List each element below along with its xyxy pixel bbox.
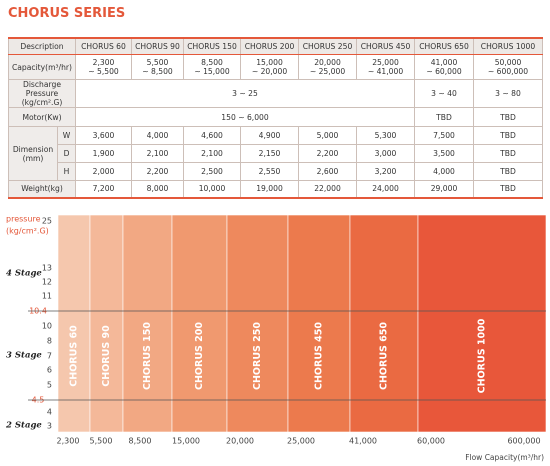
dimension-row: Dimension (mm) W 3,600 4,000 4,600 4,900 5,000 5… bbox=[8, 126, 543, 181]
column-header: CHORUS 1000 bbox=[473, 37, 543, 55]
dimension-row: D 1,900 2,100 2,100 2,150 2,200 3,000 3,500 TBD bbox=[9, 144, 543, 163]
capacity-band bbox=[171, 214, 228, 433]
cell: 7,200 bbox=[75, 180, 132, 199]
cell-line: Discharge Pressure bbox=[22, 80, 62, 98]
cell-line: 20,000 bbox=[314, 58, 341, 67]
x-tick-label: 25,000 bbox=[287, 437, 315, 446]
page-title: CHORUS SERIES bbox=[8, 6, 126, 21]
cell: 41,000 ~ 60,000 bbox=[414, 54, 474, 80]
y-tick-label: 11 bbox=[42, 292, 52, 301]
y-tick-label: 13 bbox=[42, 264, 52, 273]
capacity-band bbox=[349, 214, 419, 433]
sub-label: D bbox=[57, 144, 76, 163]
y-tick-label: 12 bbox=[42, 278, 52, 287]
spec-table: Description CHORUS 60 CHORUS 90 CHORUS 150 C… bbox=[8, 37, 543, 199]
capacity-band bbox=[89, 214, 124, 433]
band-label: CHORUS 90 bbox=[101, 325, 112, 387]
cell-line: 5,500 bbox=[146, 58, 169, 67]
cell: 3 ~ 80 bbox=[473, 79, 543, 108]
cell-line: ~ 8,500 bbox=[142, 67, 173, 76]
x-axis-label: Flow Capacity(m³/hr) bbox=[465, 453, 544, 462]
cell: 20,000 ~ 25,000 bbox=[298, 54, 357, 80]
capacity-band bbox=[287, 214, 351, 433]
cell-line: 25,000 bbox=[372, 58, 399, 67]
y-tick-label: 6 bbox=[47, 366, 52, 375]
band-label: CHORUS 650 bbox=[379, 322, 390, 390]
x-tick-label: 41,000 bbox=[349, 437, 377, 446]
cell-line: 41,000 bbox=[430, 58, 458, 67]
y-axis-label: pressure bbox=[6, 215, 41, 224]
column-header: CHORUS 450 bbox=[356, 37, 415, 55]
row-label: Discharge Pressure (kg/cm².G) bbox=[8, 79, 76, 108]
y-axis-label: (kg/cm².G) bbox=[6, 227, 49, 236]
column-header: Description bbox=[8, 37, 76, 55]
y-tick-label: 8 bbox=[47, 337, 52, 346]
cell-line: (mm) bbox=[22, 153, 44, 163]
dimension-row: H 2,000 2,200 2,500 2,550 2,600 3,200 4,000 TBD bbox=[9, 162, 543, 181]
y-tick-label: 4 bbox=[47, 408, 52, 417]
capacity-band bbox=[226, 214, 289, 433]
cell-line: ~ 15,000 bbox=[194, 67, 230, 76]
cell: 19,000 bbox=[240, 180, 299, 199]
cell: 29,000 bbox=[414, 180, 474, 199]
cell: 2,300 ~ 5,500 bbox=[75, 54, 132, 80]
stage-label: 4 Stage bbox=[6, 269, 42, 279]
pressure-row: Discharge Pressure (kg/cm².G) 3 ~ 25 3 ~ 40… bbox=[8, 79, 543, 108]
capacity-band bbox=[57, 214, 91, 433]
cell-line: ~ 41,000 bbox=[367, 67, 404, 76]
y-tick-label: 25 bbox=[42, 217, 52, 226]
cell-line: (kg/cm².G) bbox=[21, 98, 63, 107]
cell: 25,000 ~ 41,000 bbox=[356, 54, 415, 80]
band-label: CHORUS 200 bbox=[194, 322, 205, 390]
cell: 50,000 ~ 600,000 bbox=[473, 54, 543, 80]
x-tick-label: 8,500 bbox=[129, 437, 152, 446]
column-header: CHORUS 60 bbox=[75, 37, 132, 55]
band-label: CHORUS 450 bbox=[314, 322, 325, 390]
row-label: Dimension (mm) bbox=[8, 126, 58, 181]
stage-label: 3 Stage bbox=[6, 351, 42, 361]
x-tick-label: 5,500 bbox=[90, 437, 113, 446]
column-header: CHORUS 200 bbox=[240, 37, 299, 55]
cell-line: ~ 60,000 bbox=[426, 67, 462, 76]
cell-line: ~ 25,000 bbox=[309, 67, 346, 76]
band-label: CHORUS 250 bbox=[252, 322, 263, 390]
cell-line: ~ 600,000 bbox=[487, 67, 529, 76]
cell-line: 15,000 bbox=[256, 58, 283, 67]
column-header: CHORUS 150 bbox=[183, 37, 241, 55]
y-tick-label: 7 bbox=[47, 352, 52, 361]
cell-line: 2,300 bbox=[92, 58, 115, 67]
band-label: CHORUS 60 bbox=[69, 325, 80, 387]
band-label: CHORUS 150 bbox=[142, 322, 153, 390]
cell: TBD bbox=[473, 180, 543, 199]
band-label: CHORUS 1000 bbox=[477, 318, 488, 393]
cell-line: 50,000 bbox=[494, 58, 522, 67]
y-tick-label: 3 bbox=[47, 422, 52, 431]
cell-line: Dimension bbox=[12, 144, 54, 154]
x-tick-label: 15,000 bbox=[172, 437, 200, 446]
cell-line: ~ 20,000 bbox=[251, 67, 288, 76]
cell-line: 8,500 bbox=[201, 58, 223, 67]
x-tick-label: 600,000 bbox=[507, 437, 540, 446]
row-label: Weight(kg) bbox=[8, 180, 76, 199]
header-row: Description CHORUS 60 CHORUS 90 CHORUS 150 C… bbox=[8, 37, 543, 55]
cell-line: ~ 5,500 bbox=[88, 67, 119, 76]
weight-row: Weight(kg) 7,200 8,000 10,000 19,000 22,000 24… bbox=[8, 180, 543, 199]
x-tick-label: 2,300 bbox=[57, 437, 80, 446]
y-tick-label: 5 bbox=[47, 381, 52, 390]
capacity-band bbox=[417, 214, 547, 433]
x-tick-label: 20,000 bbox=[226, 437, 254, 446]
stage-label: 2 Stage bbox=[5, 421, 42, 431]
x-tick-label: 60,000 bbox=[417, 437, 445, 446]
y-tick-label: 10 bbox=[42, 322, 52, 331]
